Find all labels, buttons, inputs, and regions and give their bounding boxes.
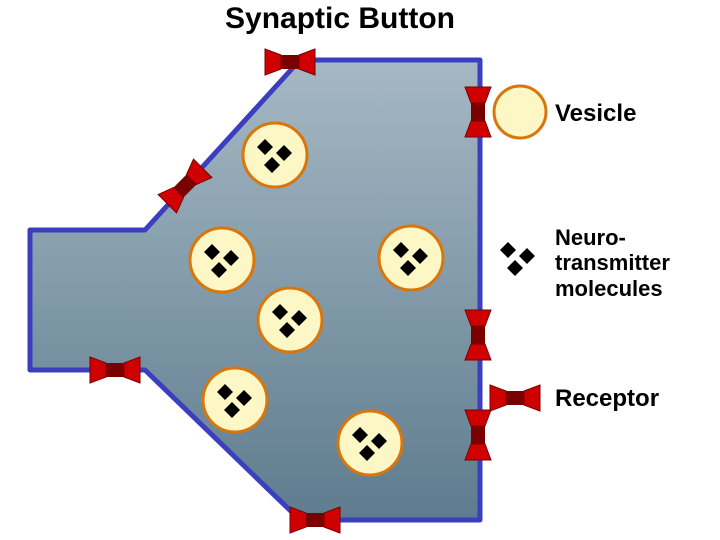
neurotransmitter-molecule bbox=[500, 242, 516, 258]
legend-vesicle-icon bbox=[494, 86, 546, 138]
vesicle bbox=[379, 226, 443, 290]
receptor bbox=[490, 385, 540, 411]
legend-neurotransmitter-label: Neuro-transmittermolecules bbox=[555, 225, 670, 301]
legend-receptor-label: Receptor bbox=[555, 385, 659, 413]
vesicle bbox=[338, 411, 402, 475]
neurotransmitter-molecule bbox=[507, 260, 523, 276]
legend-neurotransmitter-icon bbox=[500, 242, 535, 276]
neurotransmitter-molecule bbox=[519, 248, 535, 264]
legend-vesicle-label: Vesicle bbox=[555, 100, 636, 128]
legend-nt-line: transmitter bbox=[555, 250, 670, 275]
vesicle bbox=[190, 228, 254, 292]
vesicle bbox=[203, 368, 267, 432]
legend-nt-line: molecules bbox=[555, 276, 663, 301]
vesicle bbox=[258, 288, 322, 352]
vesicle bbox=[243, 123, 307, 187]
diagram-title: Synaptic Button bbox=[150, 2, 530, 36]
legend-nt-line: Neuro- bbox=[555, 225, 626, 250]
